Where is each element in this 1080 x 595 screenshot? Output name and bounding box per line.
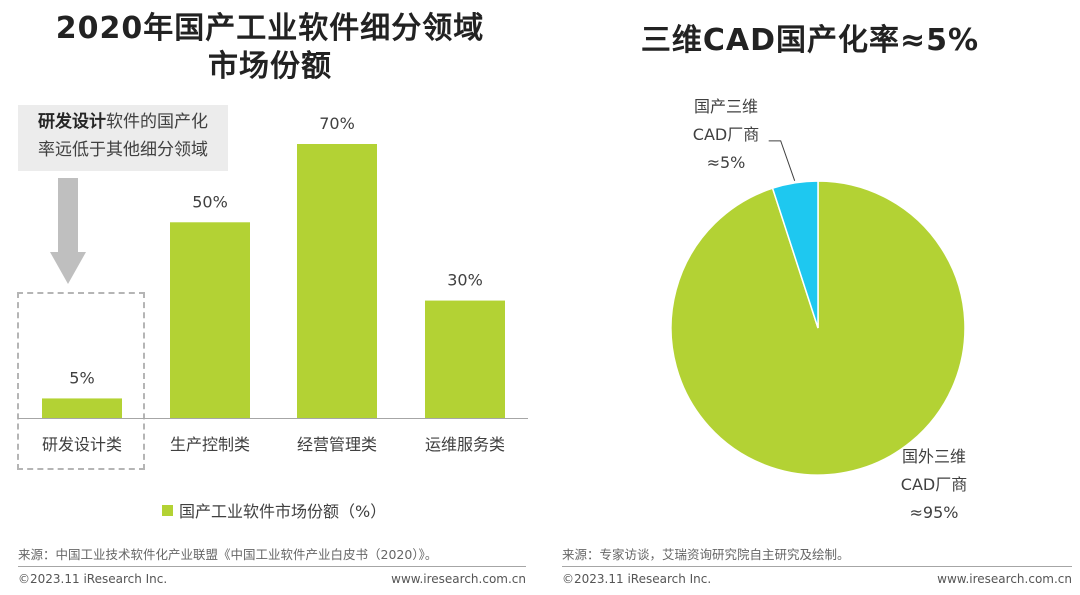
category-label: 研发设计类 bbox=[42, 435, 122, 454]
pie-slice-domestic bbox=[771, 180, 819, 329]
left-copyright: ©2023.11 iResearch Inc. bbox=[18, 572, 168, 586]
category-label: 生产控制类 bbox=[170, 435, 250, 454]
pie-label-domestic: 国产三维 CAD厂商 ≈5% bbox=[678, 93, 774, 177]
right-panel: 三维CAD国产化率≈5% 国产三维 CAD厂商 ≈5% 国外三维 CAD厂商 ≈… bbox=[540, 0, 1080, 595]
bar-value-label: 5% bbox=[69, 368, 94, 387]
bar-chart-title-line1: 2020年国产工业软件细分领域 bbox=[55, 11, 485, 46]
right-url[interactable]: www.iresearch.com.cn bbox=[937, 572, 1072, 586]
bar-value-label: 50% bbox=[192, 192, 228, 211]
pie-source: 来源：专家访谈，艾瑞资询研究院自主研究及绘制。 bbox=[562, 547, 850, 562]
callout-line1: 软件的国产化 bbox=[106, 112, 208, 132]
callout-bold: 研发设计 bbox=[38, 112, 106, 132]
pie-label-domestic-line3: ≈5% bbox=[706, 153, 746, 172]
pie-label-foreign-line2: CAD厂商 bbox=[900, 475, 968, 494]
bar-legend: 国产工业软件市场份额（%） bbox=[162, 498, 386, 522]
pie-label-foreign-line3: ≈95% bbox=[909, 503, 959, 522]
bar bbox=[42, 398, 122, 418]
callout-box: 研发设计软件的国产化 率远低于其他细分领域 bbox=[18, 105, 228, 171]
pie-label-foreign: 国外三维 CAD厂商 ≈95% bbox=[890, 443, 978, 527]
category-label: 经营管理类 bbox=[297, 435, 377, 454]
pie-label-foreign-line1: 国外三维 bbox=[901, 447, 966, 466]
right-copyright: ©2023.11 iResearch Inc. bbox=[562, 572, 712, 586]
left-panel: 2020年国产工业软件细分领域 市场份额 研发设计软件的国产化 率远低于其他细分… bbox=[17, 10, 528, 586]
bar bbox=[425, 300, 505, 418]
down-arrow-icon bbox=[50, 178, 86, 284]
pie-chart-title: 三维CAD国产化率≈5% bbox=[640, 23, 980, 58]
bar-chart-title-line2: 市场份额 bbox=[208, 49, 332, 84]
callout-line2: 率远低于其他细分领域 bbox=[38, 140, 208, 160]
category-label: 运维服务类 bbox=[425, 435, 505, 454]
bar-chart: 5% 研发设计类 50% 生产控制类 70% 经营管理类 30% 运维服务类 bbox=[18, 114, 528, 454]
highlight-dashed-box bbox=[17, 292, 145, 470]
legend-swatch bbox=[162, 504, 173, 516]
pie-label-domestic-line1: 国产三维 bbox=[693, 97, 758, 116]
bar bbox=[170, 222, 250, 418]
pie-label-domestic-line2: CAD厂商 bbox=[692, 125, 760, 144]
left-footer-line bbox=[18, 566, 526, 567]
bar-value-label: 30% bbox=[447, 271, 483, 290]
pie-chart bbox=[670, 140, 966, 476]
bar-value-label: 70% bbox=[319, 114, 355, 133]
pie-leader-line bbox=[768, 140, 796, 181]
right-footer-line bbox=[562, 566, 1072, 567]
bar-chart-title: 2020年国产工业软件细分领域 市场份额 bbox=[20, 10, 520, 86]
legend-label: 国产工业软件市场份额（%） bbox=[179, 502, 387, 521]
left-url[interactable]: www.iresearch.com.cn bbox=[391, 572, 526, 586]
bar bbox=[297, 144, 377, 418]
bar-source: 来源：中国工业技术软件化产业联盟《中国工业软件产业白皮书（2020）》。 bbox=[18, 547, 438, 562]
